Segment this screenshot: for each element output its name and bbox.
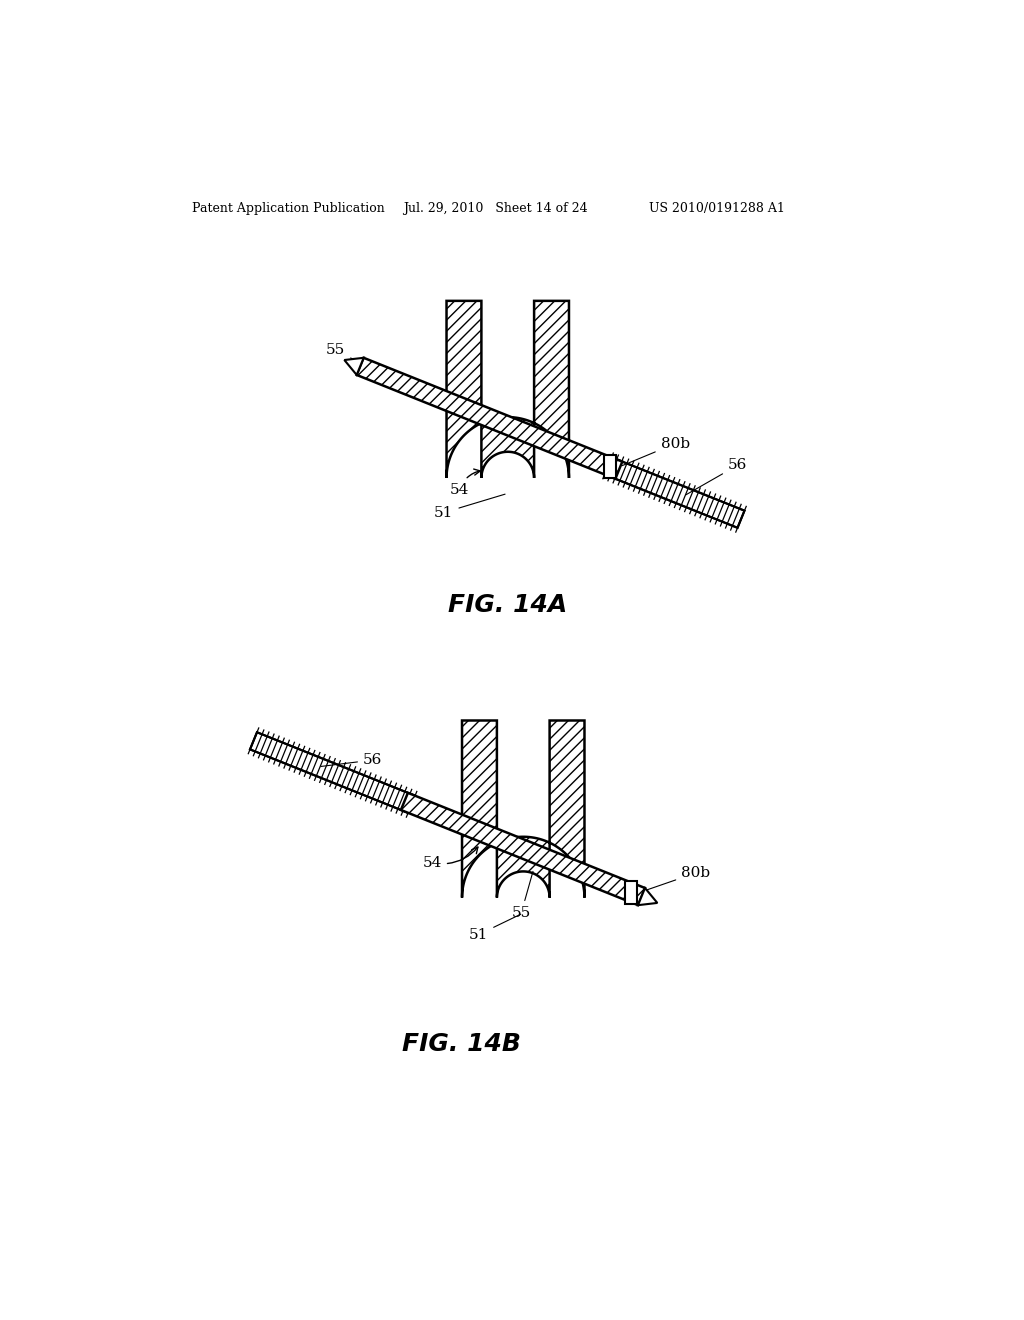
Polygon shape <box>625 880 637 904</box>
Polygon shape <box>462 721 585 898</box>
Polygon shape <box>344 358 364 375</box>
Polygon shape <box>401 793 645 906</box>
Text: 56: 56 <box>686 458 748 495</box>
Text: US 2010/0191288 A1: US 2010/0191288 A1 <box>649 202 784 215</box>
Text: 55: 55 <box>512 871 532 920</box>
Text: 54: 54 <box>423 847 478 870</box>
Text: FIG. 14B: FIG. 14B <box>401 1032 520 1056</box>
Text: 54: 54 <box>450 469 480 496</box>
Polygon shape <box>638 888 657 906</box>
Text: 56: 56 <box>321 752 382 767</box>
Text: Jul. 29, 2010   Sheet 14 of 24: Jul. 29, 2010 Sheet 14 of 24 <box>403 202 588 215</box>
Text: 55: 55 <box>326 343 393 380</box>
Text: Patent Application Publication: Patent Application Publication <box>193 202 385 215</box>
Polygon shape <box>356 358 623 479</box>
Text: 51: 51 <box>434 494 505 520</box>
Polygon shape <box>604 457 744 528</box>
Polygon shape <box>250 733 415 813</box>
Polygon shape <box>446 301 569 478</box>
Text: 51: 51 <box>469 915 521 941</box>
Text: 80b: 80b <box>643 866 711 891</box>
Text: FIG. 14A: FIG. 14A <box>449 594 567 618</box>
Text: 80b: 80b <box>623 437 690 466</box>
Polygon shape <box>604 455 616 478</box>
